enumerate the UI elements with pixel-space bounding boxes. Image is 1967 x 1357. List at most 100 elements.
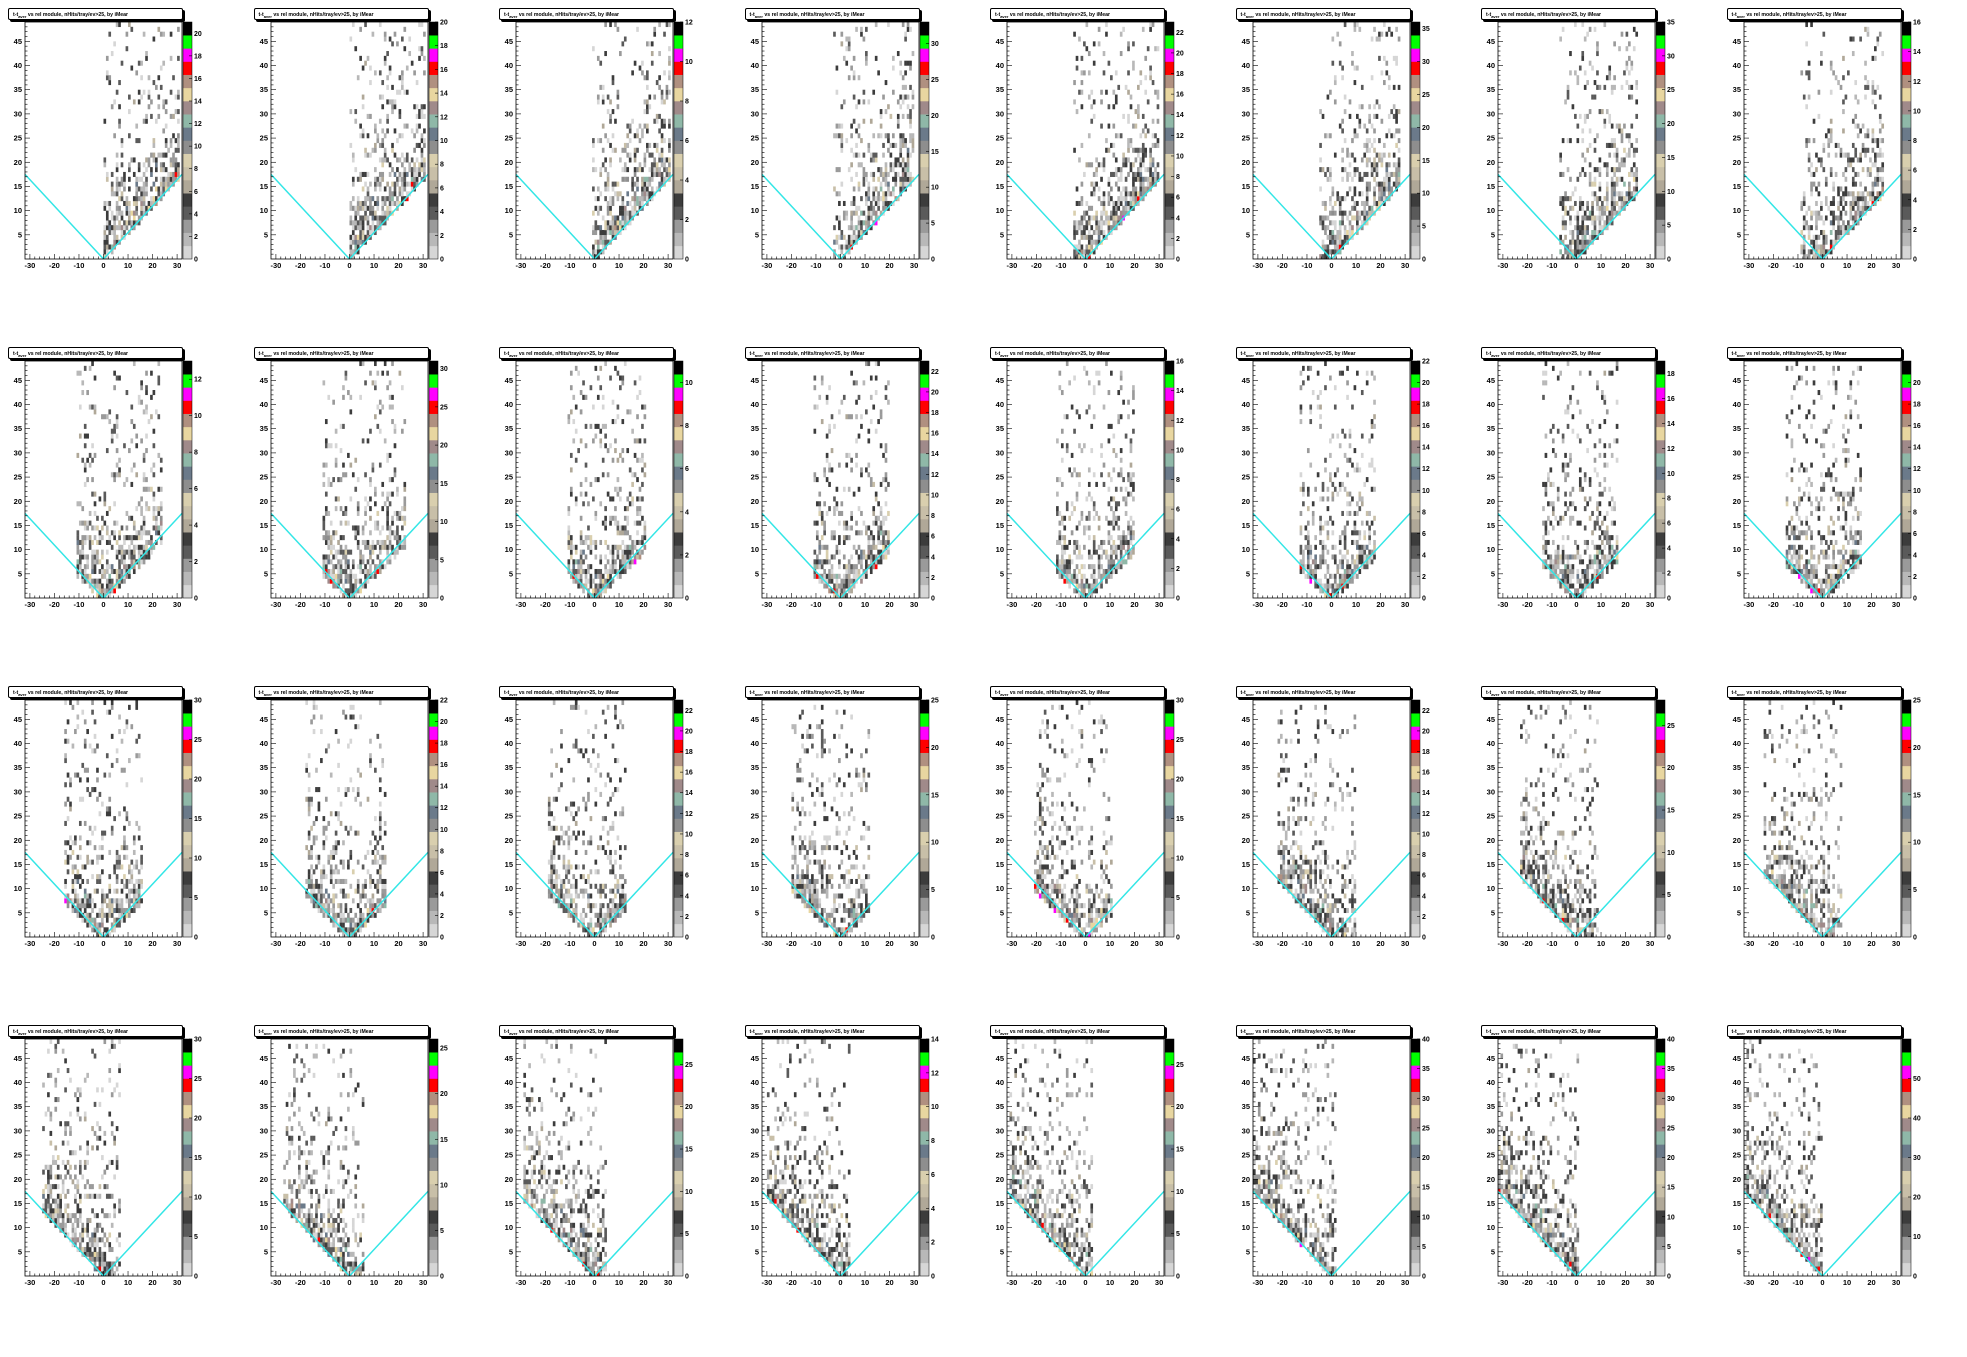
heatmap-bin [864,200,868,206]
heatmap-bin [596,99,600,105]
heatmap-bin [874,22,877,28]
heatmap-bin [353,573,357,579]
heatmap-bin [879,113,882,119]
heatmap-bin [852,210,855,216]
heatmap-bin [1343,239,1346,245]
heatmap-bin [1583,210,1587,216]
heatmap-bin [118,186,121,192]
heatmap-bin [422,171,426,177]
heatmap-bin [108,205,112,211]
heatmap-bin [1392,162,1395,168]
heatmap-bin [1350,60,1354,66]
heatmap-bin [1119,167,1123,173]
heatmap-bin [609,22,612,28]
heatmap-bin [93,564,97,570]
colorbar-swatch [183,387,192,401]
heatmap-bins [592,22,671,260]
heatmap-bin [147,549,151,555]
heatmap-bin [1598,229,1602,236]
heatmap-bin [393,99,396,105]
heatmap-bin [1394,167,1398,173]
heatmap-bin [1576,244,1580,250]
heatmap-bin [628,128,632,134]
heatmap-bin [103,162,107,168]
heatmap-bin [1092,113,1096,119]
heatmap-bin [1139,171,1143,177]
heatmap-bin [1117,196,1121,202]
heatmap-bin [1605,200,1609,206]
heatmap-bin [1122,205,1125,211]
heatmap-bin [110,229,114,236]
heatmap-bin [1574,113,1577,119]
heatmap-bin [1365,138,1368,144]
colorbar-swatch [1901,61,1911,75]
heatmap-bin [1137,147,1140,153]
heatmap-bin [1097,239,1101,245]
heatmap-bin [105,225,109,231]
y-tick-label: 20 [1732,158,1740,167]
heatmap-bin [1100,229,1103,236]
heatmap-bin [1080,249,1084,255]
heatmap-svg: -30 -20 -10 0 10 20 30510152025303540450246810… [14,360,202,609]
heatmap-bin [1856,99,1859,105]
heatmap-bin [145,191,148,197]
heatmap-bin [331,544,335,550]
heatmap-bin [1377,55,1381,61]
heatmap-bin [1095,167,1098,173]
heatmap-bin [1095,220,1098,226]
heatmap-bin [854,152,858,158]
heatmap-bin [383,215,386,221]
heatmap-bin [906,26,909,32]
heatmap-bin [1100,89,1103,95]
heatmap-bin [871,196,875,202]
heatmap-bin [1583,244,1587,250]
heatmap-bin [886,181,890,187]
x-tick-label: 20 [394,261,402,270]
heatmap-bin [1804,22,1808,28]
heatmap-bin [336,573,340,579]
heatmap-bin [1156,176,1160,182]
heatmap-bin [137,399,141,405]
heatmap-bin [132,361,136,367]
heatmap-bin [1799,229,1803,236]
heatmap-bin [906,94,909,100]
heatmap-bin [110,210,114,216]
heatmap-bin [1144,123,1148,129]
heatmap-bin [410,176,413,182]
heatmap-bin [1075,225,1079,231]
heatmap-bin [643,196,647,202]
heatmap-bin [336,549,340,555]
heatmap-bin [638,65,642,71]
heatmap-bin [353,593,357,599]
heatmap-bin [633,171,637,177]
heatmap-bin [110,568,114,575]
heatmap-svg: -30 -20 -10 0 10 20 30510152025303540450246810… [1732,20,1920,271]
heatmap-bin [125,210,129,216]
heatmap-bin [1380,162,1383,168]
heatmap-bin [1394,176,1398,182]
heatmap-bin [322,481,325,487]
heatmap-bin [1625,196,1629,202]
heatmap-bin [1367,104,1371,110]
heatmap-bin [1114,200,1118,206]
heatmap-bin [105,448,109,454]
heatmap-bin [83,564,87,570]
heatmap-bin [385,385,389,391]
heatmap-bin [1871,89,1874,95]
heatmap-bin [1102,167,1106,173]
heatmap-bin [1382,142,1386,148]
heatmap-bin [373,568,377,575]
heatmap-bin [120,215,124,221]
heatmap-bin [869,200,873,206]
heatmap-bin [132,462,136,468]
heatmap-bin [140,200,143,206]
y-tick-label: 35 [750,85,758,94]
heatmap-bin [1630,60,1634,66]
heatmap-bin [393,467,396,473]
heatmap-bin [174,176,178,182]
heatmap-bin [155,515,158,521]
heatmap-bin [891,200,895,206]
heatmap-bin [400,70,404,76]
heatmap-bin [123,181,126,187]
heatmap-bin [152,200,156,206]
